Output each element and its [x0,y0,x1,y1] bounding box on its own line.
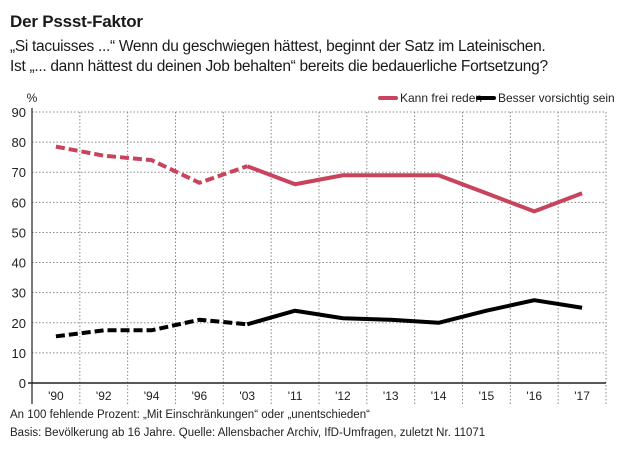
y-tick-label: 20 [12,316,26,331]
y-tick-label: 40 [12,256,26,271]
subtitle-line-1: „Si tacuisses ...“ Wenn du geschwiegen h… [10,38,546,55]
chart-title: Der Pssst-Faktor [10,12,143,31]
y-axis-unit: % [27,91,38,105]
series-1-dashed-line [55,144,248,185]
x-tick-label: '94 [144,389,160,403]
y-tick-label: 60 [12,195,26,210]
y-tick-label: 10 [12,346,26,361]
series-2-dashed-line [55,317,248,339]
x-tick-label: '03 [239,389,255,403]
y-tick-label: 50 [12,225,26,240]
series-1-line [246,164,583,214]
x-tick-label: '90 [48,389,64,403]
x-tick-label: '13 [383,389,399,403]
legend-label: Kann frei reden [400,91,482,105]
y-tick-label: 0 [19,376,26,391]
x-tick-label: '96 [192,389,208,403]
legend-label: Besser vorsichtig sein [498,91,615,105]
y-tick-label: 80 [12,135,26,150]
x-tick-label: '12 [335,389,351,403]
subtitle-line-2: Ist „... dann hättest du deinen Job beha… [10,58,548,75]
x-tick-label: '15 [479,389,495,403]
x-tick-label: '16 [526,389,542,403]
y-tick-label: 90 [12,105,26,120]
y-tick-label: 70 [12,165,26,180]
x-tick-label: '92 [96,389,112,403]
x-tick-label: '17 [574,389,590,403]
footnote: An 100 fehlende Prozent: „Mit Einschränk… [10,409,370,421]
x-tick-label: '14 [431,389,447,403]
y-tick-label: 30 [12,286,26,301]
x-tick-label: '11 [288,389,303,403]
source-note: Basis: Bevölkerung ab 16 Jahre. Quelle: … [10,427,486,439]
series-2-line [246,298,583,327]
